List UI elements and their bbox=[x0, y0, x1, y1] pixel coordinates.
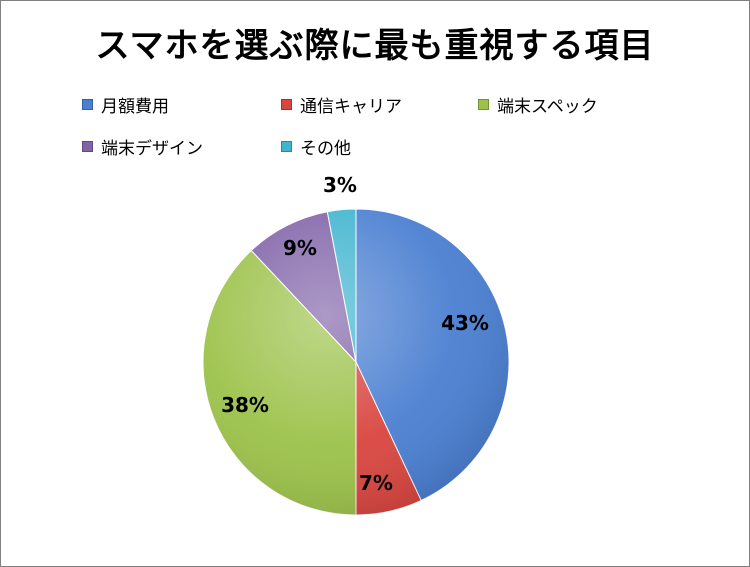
data-label-2: 38% bbox=[221, 393, 269, 417]
legend-label-carrier: 通信キャリア bbox=[300, 97, 402, 117]
legend-item-device-design: 端末デザイン bbox=[82, 134, 203, 159]
legend-label-device-spec: 端末スペック bbox=[497, 97, 598, 117]
legend-item-carrier: 通信キャリア bbox=[281, 92, 402, 117]
data-label-1: 7% bbox=[359, 471, 393, 495]
legend-swatch-device-spec bbox=[478, 99, 489, 110]
legend-item-device-spec: 端末スペック bbox=[478, 92, 598, 117]
legend-item-monthly-fee: 月額費用 bbox=[82, 92, 169, 117]
data-label-4: 3% bbox=[323, 173, 357, 197]
legend-item-other: その他 bbox=[281, 134, 351, 159]
legend-swatch-other bbox=[281, 141, 292, 152]
legend-swatch-monthly-fee bbox=[82, 99, 93, 110]
legend-swatch-carrier bbox=[281, 99, 292, 110]
legend-label-other: その他 bbox=[300, 139, 351, 159]
legend-label-device-design: 端末デザイン bbox=[101, 139, 203, 159]
data-label-0: 43% bbox=[441, 311, 489, 335]
data-label-3: 9% bbox=[283, 236, 317, 260]
chart-title: スマホを選ぶ際に最も重視する項目 bbox=[95, 26, 655, 66]
legend-swatch-device-design bbox=[82, 141, 93, 152]
legend-label-monthly-fee: 月額費用 bbox=[101, 97, 169, 117]
